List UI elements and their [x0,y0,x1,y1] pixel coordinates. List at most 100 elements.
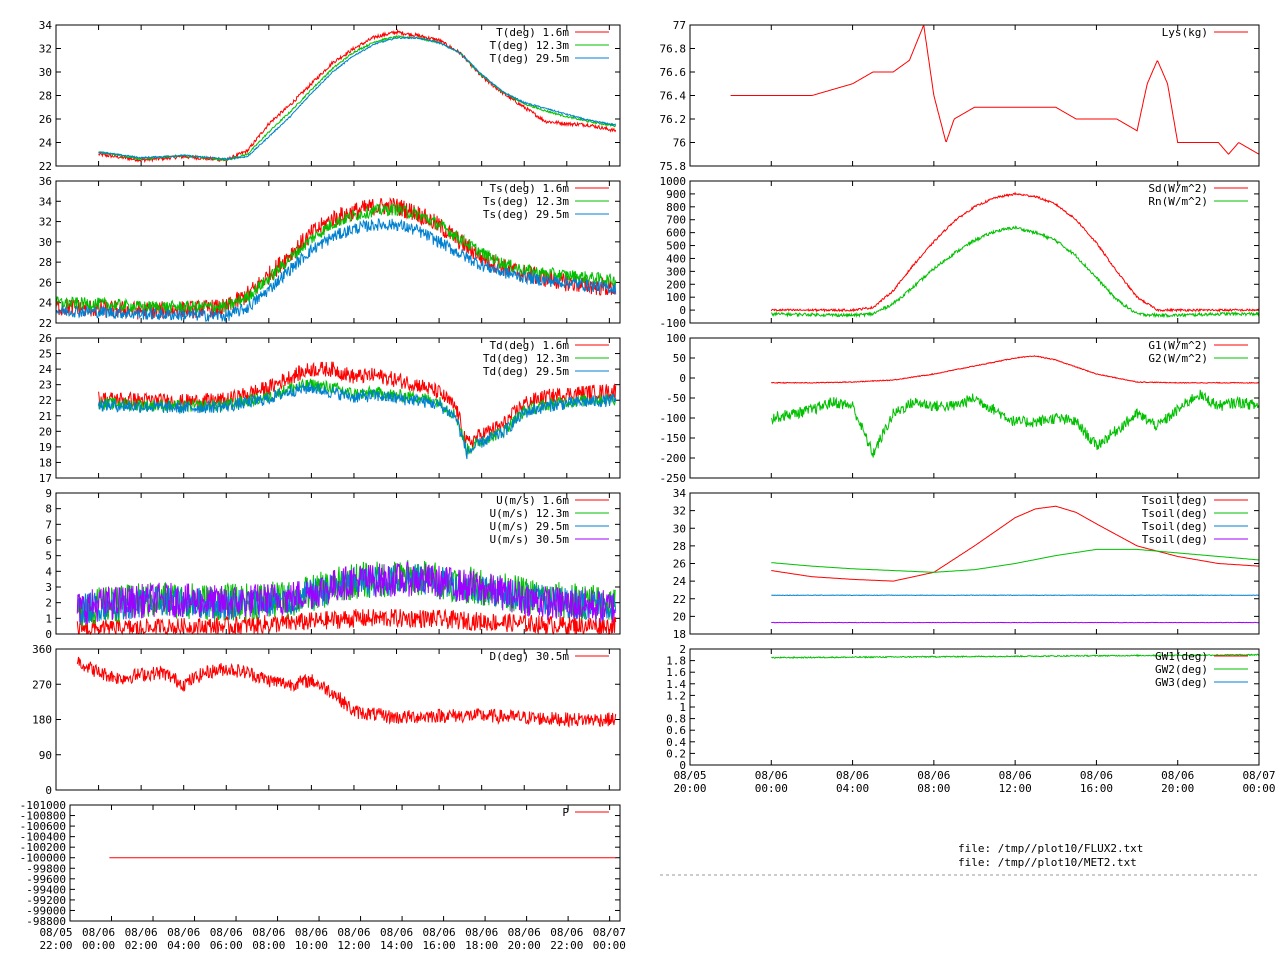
y-tick-label: 7 [45,518,52,531]
series-line [98,378,617,456]
time-label-date: 08/06 [917,769,950,782]
plot-frame [55,24,621,167]
y-tick-label: 25 [39,348,52,361]
y-tick-label: 0.6 [666,724,686,737]
plot-frame [55,337,621,479]
time-label-hour: 14:00 [380,939,413,952]
time-label-date: 08/06 [465,926,498,939]
y-tick-label: 5 [45,550,52,563]
y-tick-label: 50 [673,352,686,365]
y-tick-label: 1000 [660,175,687,188]
y-tick-label: 0.8 [666,713,686,726]
y-tick-label: 6 [45,534,52,547]
y-tick-label: 26 [39,332,52,345]
y-tick-label: 36 [39,175,52,188]
legend-label: T(deg) 12.3m [490,39,570,52]
y-tick-label: 100 [666,332,686,345]
time-label-hour: 22:00 [550,939,583,952]
y-tick-label: 19 [39,441,52,454]
time-label-hour: 00:00 [1242,782,1275,795]
series-line [76,561,616,625]
y-tick-label: -100800 [20,810,66,823]
series-line [771,505,1259,582]
time-label-date: 08/05 [673,769,706,782]
y-tick-label: -200 [660,452,687,465]
y-tick-label: 76.8 [660,43,687,56]
series-line [730,25,1260,155]
y-tick-label: -101000 [20,799,66,812]
y-tick-label: 0.4 [666,736,686,749]
y-tick-label: 18 [39,456,52,469]
legend-label: GW1(deg) [1155,650,1208,663]
series-line [98,28,617,164]
y-tick-label: 200 [666,278,686,291]
y-tick-label: 8 [45,503,52,516]
y-tick-label: 26 [39,276,52,289]
panel-Tsoil: 182022242628303234Tsoil(deg)Tsoil(deg)Ts… [673,487,1260,641]
legend-label: T(deg) 29.5m [490,52,570,65]
time-label-hour: 04:00 [167,939,200,952]
series-line [770,191,1260,313]
y-tick-label: 900 [666,188,686,201]
file-label-met: file: /tmp//plot10/MET2.txt [958,856,1137,869]
legend-label: Ts(deg) 29.5m [483,208,569,221]
y-tick-label: 1.2 [666,689,686,702]
y-tick-label: -99800 [26,862,66,875]
time-label-hour: 02:00 [125,939,158,952]
series-line [55,218,617,323]
y-tick-label: 32 [39,43,52,56]
y-tick-label: 0 [679,759,686,772]
y-tick-label: -99000 [26,904,66,917]
y-tick-label: 24 [39,137,53,150]
y-tick-label: 76 [673,137,686,150]
y-tick-label: 0 [45,628,52,641]
legend-label: U(m/s) 30.5m [490,533,570,546]
plot-frame [69,804,621,922]
legend-label: Rn(W/m^2) [1148,195,1208,208]
y-tick-label: 0 [45,784,52,797]
legend-label: Sd(W/m^2) [1148,182,1208,195]
y-tick-label: 34 [673,487,687,500]
y-tick-label: 800 [666,201,686,214]
legend-label: T(deg) 1.6m [496,26,569,39]
time-label-date: 08/06 [755,769,788,782]
y-tick-label: -150 [660,432,687,445]
y-tick-label: 30 [673,522,686,535]
y-tick-label: -99200 [26,894,66,907]
y-tick-label: 4 [45,565,52,578]
legend-label: Tsoil(deg) [1142,520,1208,533]
time-label-date: 08/06 [167,926,200,939]
time-label-date: 08/06 [125,926,158,939]
y-tick-label: 26 [673,558,686,571]
series-line [98,36,617,161]
legend-label: GW2(deg) [1155,663,1208,676]
legend-label: Tsoil(deg) [1142,494,1208,507]
plot-frame [55,180,621,324]
time-label-date: 08/06 [836,769,869,782]
plot-frame [689,24,1260,167]
legend-label: Ts(deg) 12.3m [483,195,569,208]
time-label-date: 08/06 [82,926,115,939]
y-tick-label: -100600 [20,820,66,833]
y-tick-label: 1 [45,612,52,625]
series-line [771,548,1260,573]
y-tick-label: -100000 [20,852,66,865]
y-tick-label: 0 [679,372,686,385]
legend-label: Ts(deg) 1.6m [490,182,570,195]
legend-label: D(deg) 30.5m [490,650,570,663]
y-tick-label: 1.4 [666,678,686,691]
legend-label: GW3(deg) [1155,676,1208,689]
y-tick-label: 700 [666,214,686,227]
y-tick-label: 90 [39,749,52,762]
legend-label: Tsoil(deg) [1142,507,1208,520]
y-tick-label: 22 [39,394,52,407]
y-tick-label: 360 [32,643,52,656]
series-line [770,355,1260,384]
y-tick-label: 500 [666,240,686,253]
panel-D: 0 90 180 270 360 D(deg) 30.5m [32,643,621,797]
time-label-hour: 16:00 [1080,782,1113,795]
y-tick-label: 30 [39,236,52,249]
y-tick-label: 32 [39,216,52,229]
